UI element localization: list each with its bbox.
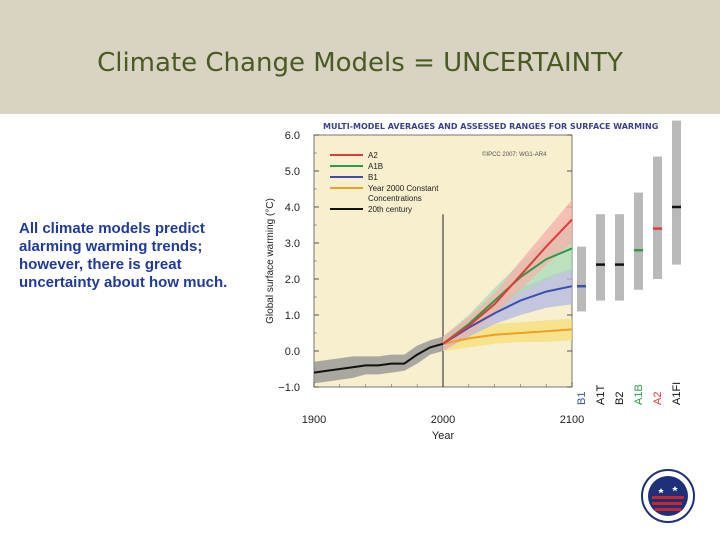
range-bar-b1 xyxy=(577,246,586,312)
x-axis-label: Year xyxy=(432,430,455,442)
y-tick-label: 5.0 xyxy=(285,166,300,178)
range-bar-a2 xyxy=(653,156,662,279)
range-bar-b2 xyxy=(615,214,624,301)
legend-label: A2 xyxy=(368,151,378,160)
legend-label: A1B xyxy=(368,162,383,171)
logo-star-icon xyxy=(672,486,678,492)
x-tick-label: 2000 xyxy=(431,414,455,426)
legend-label: Concentrations xyxy=(368,194,422,203)
range-bar-a1t xyxy=(596,214,605,301)
range-label-a1fi: A1FI xyxy=(671,382,683,405)
y-axis-label: Global surface warming (°C) xyxy=(265,198,276,324)
logo-star-icon xyxy=(658,488,664,494)
range-label-b2: B2 xyxy=(614,392,626,405)
logo-stripe-3 xyxy=(655,508,681,511)
line-20th-century xyxy=(313,342,444,374)
legend-label: 20th century xyxy=(368,205,412,214)
slide-body-text: All climate models predict alarming warm… xyxy=(19,220,228,291)
title-bar: Climate Change Models = UNCERTAINTY xyxy=(0,0,720,114)
chart-credit: ©IPCC 2007: WG1-AR4 xyxy=(482,151,547,158)
y-tick-label: 3.0 xyxy=(285,238,300,250)
slide-title: Climate Change Models = UNCERTAINTY xyxy=(97,48,623,78)
logo-stripe-2 xyxy=(652,502,682,505)
y-tick-label: 2.0 xyxy=(285,274,300,286)
logo-stripe-1 xyxy=(652,496,684,499)
x-tick-label: 1900 xyxy=(302,414,326,426)
warming-chart: MULTI-MODEL AVERAGES AND ASSESSED RANGES… xyxy=(265,120,683,442)
y-tick-label: 1.0 xyxy=(285,310,300,322)
y-tick-label: 4.0 xyxy=(285,202,300,214)
range-label-a2: A2 xyxy=(652,392,664,405)
line-year-2000-constant-concentrations xyxy=(442,328,573,345)
y-tick-label: 6.0 xyxy=(285,130,300,142)
y-tick-label: −1.0 xyxy=(278,382,300,394)
peace-party-logo xyxy=(641,469,695,523)
range-bar-a1fi xyxy=(672,120,681,265)
chart-title: MULTI-MODEL AVERAGES AND ASSESSED RANGES… xyxy=(323,122,658,131)
band-a2 xyxy=(443,199,572,351)
band-20th-century xyxy=(314,336,443,384)
x-tick-label: 2100 xyxy=(560,414,584,426)
range-label-b1: B1 xyxy=(576,392,588,405)
legend-label: B1 xyxy=(368,173,378,182)
range-bar-a1b xyxy=(634,192,643,290)
band-b1 xyxy=(443,268,572,351)
range-label-a1b: A1B xyxy=(633,384,645,405)
range-label-a1t: A1T xyxy=(595,385,607,405)
line-a2 xyxy=(442,218,573,345)
line-b1 xyxy=(442,285,573,345)
legend-label: Year 2000 Constant xyxy=(368,184,439,193)
y-tick-label: 0.0 xyxy=(285,346,300,358)
